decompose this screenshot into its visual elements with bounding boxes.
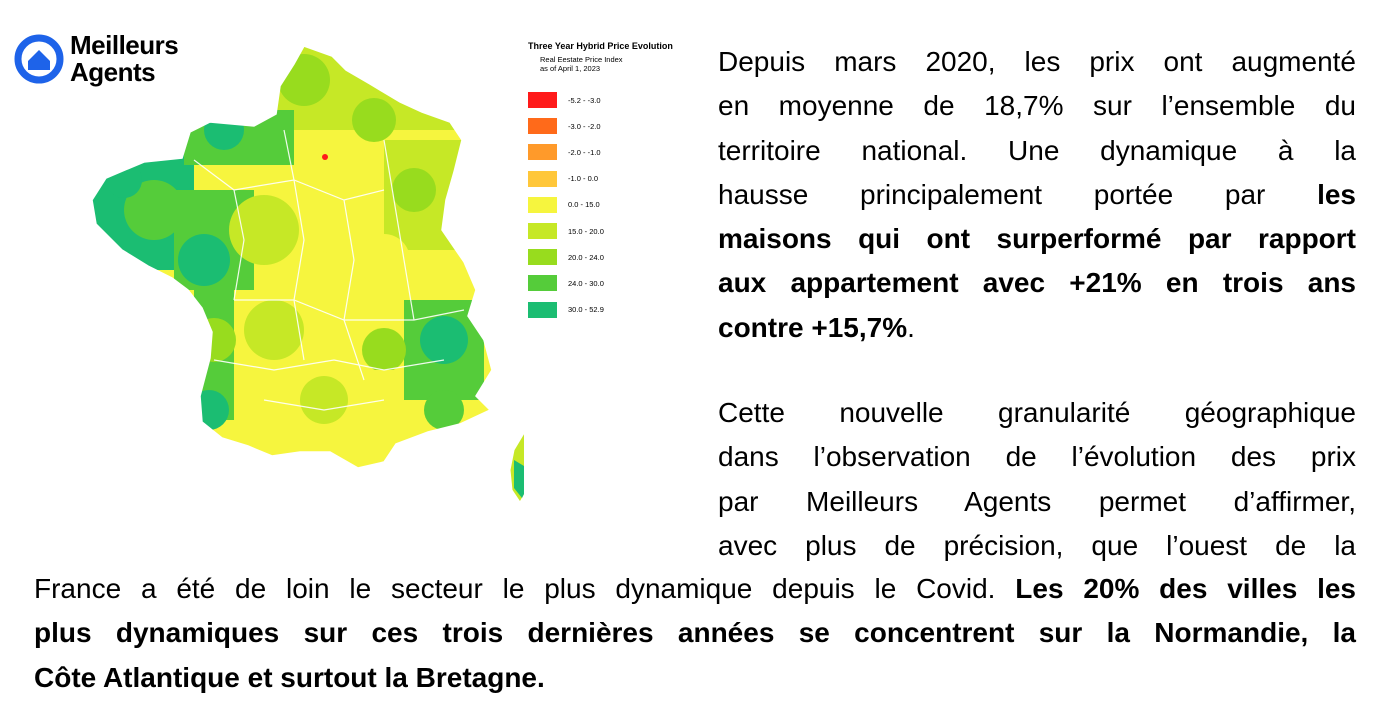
p1-line-4: hausse principalement portée par les bbox=[718, 173, 1356, 217]
logo-wordmark: Meilleurs Agents bbox=[70, 30, 179, 87]
p1-line-6: aux appartement avec +21% en trois ans bbox=[718, 267, 1356, 299]
legend-row: -5.2 - -3.0 bbox=[528, 87, 718, 113]
legend-swatch bbox=[528, 196, 557, 213]
map-regions bbox=[92, 46, 492, 468]
legend-label: 24.0 - 30.0 bbox=[568, 278, 604, 288]
p2-line-3: par Meilleurs Agents permet d’affirmer, bbox=[718, 485, 1356, 517]
p1-line-1: Depuis mars 2020, les prix ont augmenté bbox=[718, 46, 1356, 77]
p1-line-5: maisons qui ont surperformé par rapport bbox=[718, 223, 1356, 255]
legend-subtitle-line-2: as of April 1, 2023 bbox=[540, 64, 601, 73]
paragraph-2: Cette nouvelle granularité géographique … bbox=[718, 391, 1356, 568]
legend-swatch bbox=[528, 301, 557, 318]
legend-label: -2.0 - -1.0 bbox=[568, 147, 601, 157]
legend-row: 0.0 - 15.0 bbox=[528, 192, 718, 218]
legend-row: 30.0 - 52.9 bbox=[528, 297, 718, 323]
legend-row: -2.0 - -1.0 bbox=[528, 139, 718, 165]
legend-row: 15.0 - 20.0 bbox=[528, 218, 718, 244]
p1-line-4-regular: hausse principalement portée par bbox=[718, 178, 1318, 210]
p2-line-1: Cette nouvelle granularité géographique bbox=[718, 397, 1356, 428]
legend-row: -1.0 - 0.0 bbox=[528, 166, 718, 192]
p3-line-3: Côte Atlantique et surtout la Bretagne. bbox=[34, 661, 545, 693]
p3-line-2: plus dynamiques sur ces trois dernières … bbox=[34, 617, 1356, 649]
france-price-map bbox=[91, 45, 524, 503]
legend-swatch bbox=[528, 170, 557, 187]
legend-label: 15.0 - 20.0 bbox=[568, 226, 604, 236]
legend-rows: -5.2 - -3.0 -3.0 - -2.0 -2.0 - -1.0 -1.0 - … bbox=[528, 87, 718, 323]
legend-swatch bbox=[528, 92, 557, 109]
legend-label: 20.0 - 24.0 bbox=[568, 252, 604, 262]
p2-line-4: avec plus de précision, que l’ouest de l… bbox=[718, 529, 1356, 561]
legend-label: -5.2 - -3.0 bbox=[568, 95, 601, 105]
legend-row: -3.0 - -2.0 bbox=[528, 113, 718, 139]
legend-label: 30.0 - 52.9 bbox=[568, 305, 604, 315]
p1-line-7: contre +15,7%. bbox=[718, 306, 1356, 350]
legend-row: 20.0 - 24.0 bbox=[528, 244, 718, 270]
legend-title: Three Year Hybrid Price Evolution bbox=[528, 41, 673, 51]
legend-swatch bbox=[528, 118, 557, 135]
p1-line-7-bold: contre +15,7% bbox=[718, 311, 908, 343]
legend-swatch bbox=[528, 249, 557, 266]
paragraph-1: Depuis mars 2020, les prix ont augmenté … bbox=[718, 40, 1356, 350]
legend-label: -1.0 - 0.0 bbox=[568, 174, 599, 184]
p1-line-4-bold: les bbox=[1317, 178, 1356, 210]
p1-line-2: en moyenne de 18,7% sur l’ensemble du bbox=[718, 90, 1356, 122]
legend-label: -3.0 - -2.0 bbox=[568, 121, 601, 131]
p3-line-1: France a été de loin le secteur le plus … bbox=[34, 567, 1356, 611]
p3-line-1-regular: France a été de loin le secteur le plus … bbox=[34, 573, 1016, 604]
legend-row: 24.0 - 30.0 bbox=[528, 270, 718, 296]
house-logo-icon bbox=[14, 34, 64, 84]
legend-swatch bbox=[528, 144, 557, 161]
legend-label: 0.0 - 15.0 bbox=[568, 200, 600, 210]
p3-line-1-bold: Les 20% des villes les bbox=[1015, 573, 1357, 604]
department-borders bbox=[193, 129, 465, 411]
map-legend: Three Year Hybrid Price Evolution Real E… bbox=[528, 41, 718, 323]
logo-line-2: Agents bbox=[70, 57, 156, 87]
meilleurs-agents-logo: Meilleurs Agents bbox=[14, 32, 204, 92]
p1-line-7-period: . bbox=[907, 311, 915, 343]
p2-line-2: dans l’observation de l’évolution des pr… bbox=[718, 441, 1356, 473]
logo-line-1: Meilleurs bbox=[70, 30, 179, 60]
corsica-south-region bbox=[514, 460, 524, 498]
legend-swatch bbox=[528, 223, 557, 240]
legend-subtitle: Real Eestate Price Index as of April 1, … bbox=[540, 55, 718, 73]
legend-swatch bbox=[528, 275, 557, 292]
p1-line-3: territoire national. Une dynamique à la bbox=[718, 134, 1356, 166]
paragraph-2-continuation: France a été de loin le secteur le plus … bbox=[34, 567, 1356, 700]
legend-subtitle-line-1: Real Eestate Price Index bbox=[540, 55, 623, 64]
